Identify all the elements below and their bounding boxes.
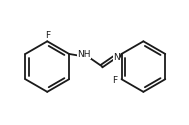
Text: F: F	[112, 76, 117, 84]
Text: NH: NH	[77, 50, 91, 59]
Text: N: N	[113, 53, 120, 62]
Text: F: F	[45, 31, 50, 40]
